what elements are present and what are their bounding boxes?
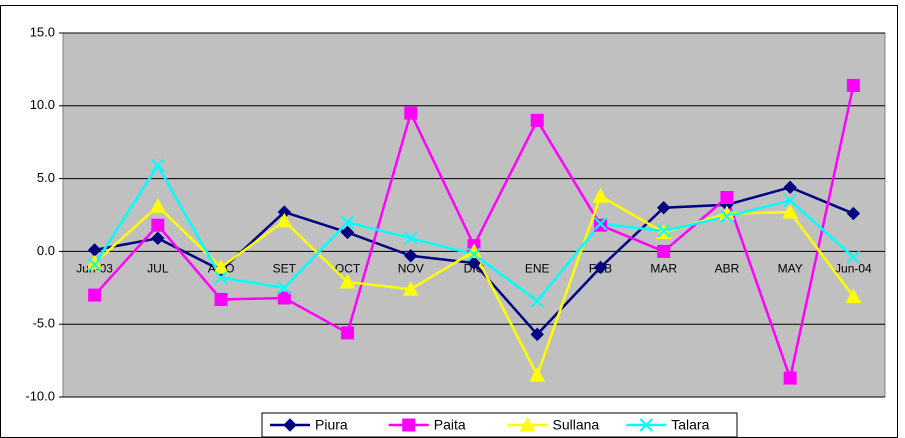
x-tick-label: Jun-04: [835, 262, 872, 276]
marker: [340, 225, 355, 240]
y-tick-label: -10.0: [25, 388, 55, 403]
marker: [341, 326, 355, 340]
marker: [277, 281, 292, 295]
marker: [657, 244, 671, 258]
legend-label: Sullana: [553, 417, 600, 433]
marker: [404, 249, 418, 263]
marker: [87, 257, 102, 272]
marker: [150, 198, 166, 213]
marker: [782, 204, 798, 219]
legend-marker: [639, 418, 653, 432]
marker: [340, 215, 355, 229]
marker: [593, 260, 608, 275]
y-tick-label: 0.0: [37, 243, 55, 258]
x-tick-label: MAR: [650, 262, 677, 276]
legend-marker: [519, 416, 536, 432]
x-tick-label: ENE: [525, 262, 550, 276]
x-tick-label: MAY: [778, 262, 803, 276]
y-tick-label: 10.0: [30, 97, 55, 112]
marker: [213, 259, 229, 274]
legend-label: Piura: [315, 417, 348, 433]
marker: [276, 212, 293, 228]
marker: [529, 367, 546, 382]
legend-marker: [283, 418, 297, 432]
marker: [467, 256, 481, 270]
y-tick-label: -5.0: [33, 316, 55, 331]
marker: [783, 193, 797, 208]
marker: [783, 371, 797, 385]
y-tick-label: 5.0: [37, 170, 55, 185]
marker: [530, 113, 544, 127]
marker: [404, 231, 418, 246]
marker: [846, 250, 861, 264]
marker: [530, 327, 544, 342]
marker: [151, 218, 165, 232]
marker: [214, 270, 228, 285]
marker: [656, 224, 671, 238]
marker: [783, 180, 797, 195]
marker: [404, 106, 418, 120]
x-tick-label: SET: [273, 262, 297, 276]
marker: [86, 254, 103, 270]
marker: [151, 231, 165, 246]
marker: [845, 288, 862, 304]
marker: [846, 78, 860, 92]
legend-label: Paita: [434, 417, 466, 433]
marker: [656, 201, 671, 215]
marker: [593, 218, 607, 232]
legend-marker: [402, 418, 416, 432]
x-tick-label: NOV: [398, 262, 424, 276]
marker: [88, 288, 102, 302]
plot-area: [62, 32, 886, 398]
marker: [592, 188, 609, 203]
marker: [214, 292, 228, 306]
x-tick-label: OCT: [335, 262, 361, 276]
marker: [593, 217, 608, 231]
marker: [151, 158, 165, 173]
marker: [530, 294, 544, 308]
marker: [339, 273, 356, 289]
marker: [277, 291, 291, 305]
legend-label: Talara: [671, 417, 709, 433]
x-tick-label: JUL: [147, 262, 169, 276]
marker: [402, 281, 419, 296]
y-tick-label: 15.0: [30, 24, 55, 39]
marker: [720, 191, 734, 205]
x-tick-label: ABR: [715, 262, 740, 276]
marker: [467, 247, 481, 262]
marker: [720, 209, 734, 224]
marker: [846, 206, 861, 221]
